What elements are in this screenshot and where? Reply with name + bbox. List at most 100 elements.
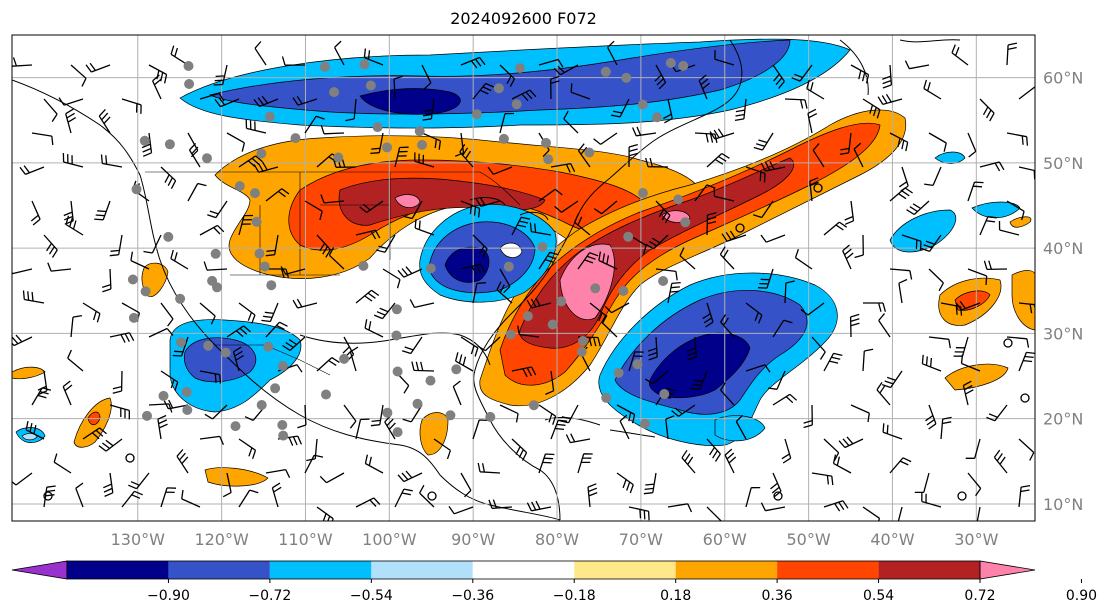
wind-barb (953, 336, 969, 357)
wind-barb (760, 234, 786, 243)
wind-barb (213, 64, 228, 86)
colorbar-segment (269, 561, 372, 579)
wind-barb (181, 489, 201, 508)
wind-barb (499, 112, 515, 134)
station-dots (127, 58, 691, 441)
station-dot (412, 398, 423, 409)
station-dot (163, 231, 174, 242)
calm-circle (125, 453, 135, 463)
station-dot (578, 336, 588, 346)
wind-barb (328, 247, 345, 270)
wind-barb (364, 319, 384, 338)
wind-barb (607, 40, 618, 66)
wind-barb (724, 448, 737, 474)
wind-barb (667, 281, 681, 304)
station-dot (392, 427, 403, 438)
wind-barb (760, 502, 786, 512)
wind-barb (421, 64, 432, 90)
wind-barb (355, 229, 381, 240)
greenland-coast (839, 39, 961, 96)
wind-barb (570, 83, 591, 100)
longitude-label: 110°W (278, 530, 333, 549)
wind-barb (364, 454, 384, 474)
station-dot (184, 79, 195, 89)
wind-barb (812, 143, 825, 168)
wind-barb (460, 263, 486, 275)
wind-barb (517, 325, 540, 338)
wind-barb (853, 142, 864, 168)
wind-barb (1006, 336, 1030, 348)
wind-barb (577, 252, 599, 270)
wind-barb (403, 200, 423, 220)
wind-barb (1018, 351, 1035, 372)
pacific-coastline (12, 79, 561, 521)
wind-barb (62, 152, 84, 168)
wind-barb (850, 404, 870, 423)
us-canada-border (145, 171, 521, 206)
cold-blob (889, 209, 957, 253)
wind-barb (292, 298, 318, 309)
wind-barb (593, 200, 618, 215)
wind-barb (863, 302, 887, 312)
longitude-tick-labels: 130°W 120°W 110°W 100°W 90°W 80°W 70°W 60°W 50°W… (111, 530, 999, 549)
wind-barb (204, 404, 228, 420)
colorbar-segment (574, 561, 676, 579)
wind-barb (222, 472, 232, 498)
wind-barb (419, 484, 435, 508)
wind-barb (70, 314, 83, 338)
wind-barb (577, 143, 591, 168)
warm-core-east-pink (559, 243, 615, 320)
station-dot (158, 390, 169, 401)
wind-barb (811, 336, 826, 360)
wind-barb (654, 64, 667, 90)
wind-barb (784, 98, 808, 109)
wind-barb (967, 181, 984, 202)
wind-barb (70, 64, 87, 87)
wind-barb (686, 336, 697, 361)
station-dot (451, 364, 462, 375)
colorbar-segment (67, 561, 169, 579)
wind-barb (475, 197, 501, 208)
wind-barb (488, 499, 513, 510)
wind-barb (598, 251, 618, 270)
station-dot (212, 282, 222, 293)
wind-barb (1018, 484, 1031, 508)
wind-barb (499, 268, 511, 294)
wind-barb (745, 486, 761, 508)
station-dot (471, 109, 482, 120)
wind-barb (12, 57, 33, 67)
longitude-label: 130°W (111, 530, 166, 549)
wind-barb (928, 268, 944, 292)
wind-barb (511, 89, 537, 102)
wind-barb (25, 420, 45, 440)
wind-barb (706, 506, 722, 521)
station-dot (665, 58, 676, 68)
atlantic-coastline (473, 39, 743, 521)
wind-barb (924, 166, 942, 187)
longitude-label: 50°W (787, 530, 831, 549)
calm-wind-circles (43, 183, 1030, 501)
wind-barb (187, 182, 207, 202)
station-dot (139, 135, 150, 146)
wind-barb (800, 302, 825, 316)
wind-barb (103, 472, 114, 497)
wind-barb (343, 404, 357, 429)
wind-barb (823, 438, 840, 462)
wind-barb (370, 132, 384, 155)
colorbar-label: 0.54 (863, 588, 894, 604)
wind-barb (538, 404, 557, 425)
wind-barb (265, 321, 288, 338)
wind-barb (282, 336, 306, 351)
wind-barb (65, 215, 84, 236)
wind-barb (148, 327, 174, 338)
wind-barb (454, 132, 465, 157)
wind-barb (265, 188, 290, 202)
calm-circle (735, 223, 745, 233)
wind-barb (928, 132, 947, 152)
station-dot (515, 63, 525, 74)
wind-barb (720, 382, 735, 406)
station-dot (210, 248, 221, 259)
station-dot (259, 261, 270, 272)
station-dot (537, 241, 548, 252)
wind-barb (882, 64, 893, 89)
